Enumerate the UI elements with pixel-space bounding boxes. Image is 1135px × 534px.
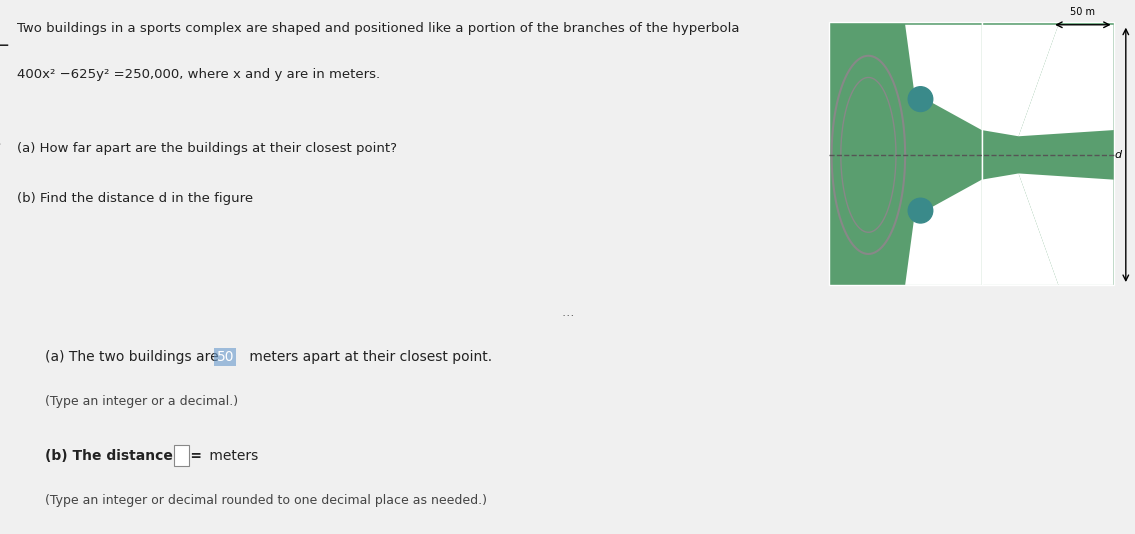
Polygon shape (1018, 25, 1113, 136)
Text: d: d (1115, 150, 1121, 160)
Text: (a) How far apart are the buildings at their closest point?: (a) How far apart are the buildings at t… (17, 143, 396, 155)
Text: 50: 50 (217, 350, 234, 364)
Polygon shape (1018, 174, 1113, 285)
Text: meters apart at their closest point.: meters apart at their closest point. (245, 350, 493, 364)
Circle shape (908, 87, 933, 112)
Text: (b) The distance d =: (b) The distance d = (45, 449, 202, 463)
Text: Two buildings in a sports complex are shaped and positioned like a portion of th: Two buildings in a sports complex are sh… (17, 22, 739, 35)
Bar (982, 22, 1113, 285)
Circle shape (908, 198, 933, 223)
Text: (Type an integer or a decimal.): (Type an integer or a decimal.) (45, 395, 238, 408)
Polygon shape (906, 25, 982, 130)
Text: 50 m: 50 m (1070, 7, 1095, 18)
Text: meters: meters (205, 449, 259, 463)
Polygon shape (982, 25, 1059, 136)
Polygon shape (906, 179, 982, 285)
Text: ←: ← (0, 37, 8, 56)
Text: …: … (561, 306, 574, 319)
Polygon shape (982, 174, 1059, 285)
Text: (a) The two buildings are: (a) The two buildings are (45, 350, 224, 364)
Text: 400x² −625y² =250,000, where x and y are in meters.: 400x² −625y² =250,000, where x and y are… (17, 68, 380, 81)
Bar (829, 22, 982, 285)
Text: (b) Find the distance d in the figure: (b) Find the distance d in the figure (17, 192, 253, 205)
Text: (Type an integer or decimal rounded to one decimal place as needed.): (Type an integer or decimal rounded to o… (45, 493, 487, 507)
